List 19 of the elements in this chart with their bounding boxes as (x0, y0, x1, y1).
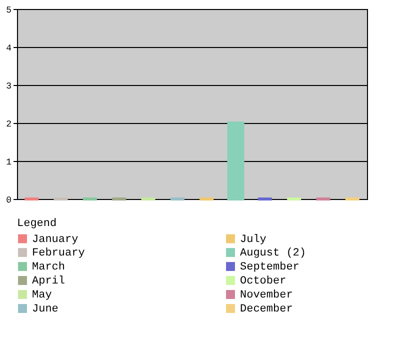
legend-label: May (32, 290, 52, 302)
y-tick-label: 4 (6, 44, 12, 54)
y-tick-label: 0 (6, 196, 12, 206)
legend-label: December (240, 304, 293, 316)
legend-label: June (32, 304, 58, 316)
legend-label: January (32, 234, 79, 246)
legend-label: March (32, 262, 66, 274)
legend-label: April (32, 276, 66, 288)
y-tick-label: 2 (6, 120, 12, 130)
legend-label: August (2) (240, 248, 306, 260)
legend-label: February (32, 248, 86, 260)
legend-label: October (240, 276, 286, 288)
legend-label: July (240, 234, 267, 246)
y-tick-label: 3 (6, 82, 12, 92)
legend-title: Legend (17, 218, 57, 230)
y-tick-label: 5 (6, 6, 12, 16)
legend-label: September (240, 262, 300, 274)
legend-label: November (240, 290, 293, 302)
y-tick-label: 1 (6, 158, 12, 168)
